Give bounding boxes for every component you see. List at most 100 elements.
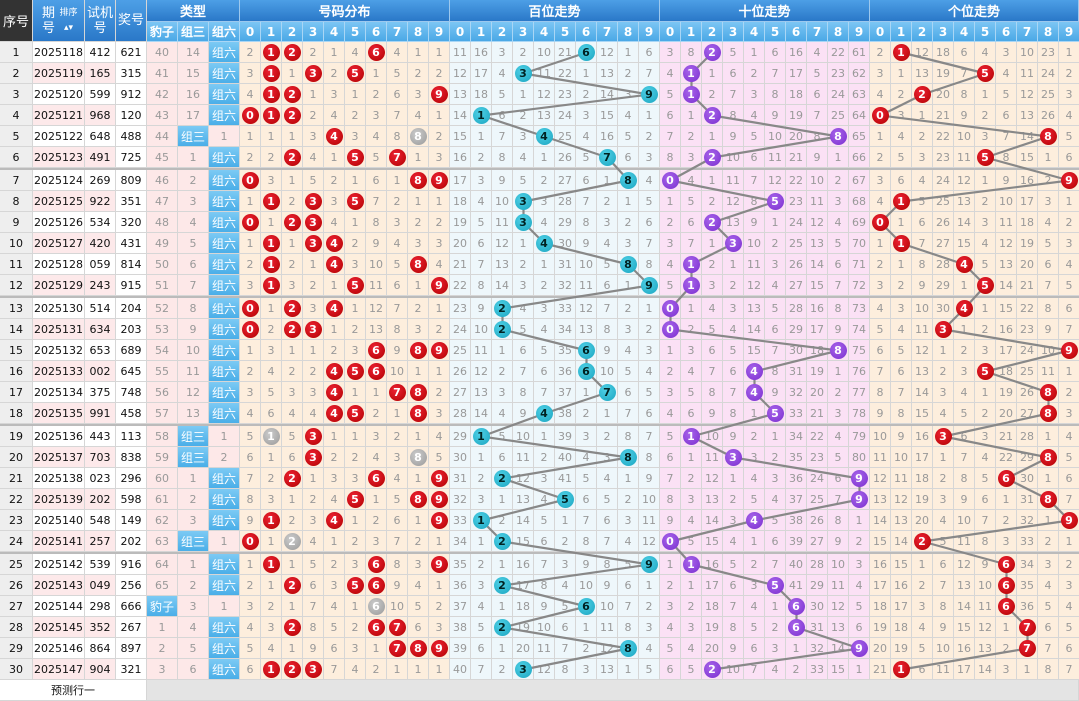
row-issue: 2025132 <box>33 340 85 361</box>
shi-cell: 2 <box>828 170 849 191</box>
shi-cell: 76 <box>849 361 870 382</box>
bai-cell: 1 <box>492 340 513 361</box>
bai-cell: 2 <box>597 191 618 212</box>
shi-cell: 5 <box>723 42 744 63</box>
bai-hit-ball: 9 <box>640 276 658 294</box>
ge-cell: 9 <box>954 105 975 126</box>
bai-cell: 4 <box>639 170 660 191</box>
shi-hit-ball: 9 <box>850 490 868 508</box>
dist-hit-ball: 1 <box>262 276 280 294</box>
bai-cell: 1 <box>639 575 660 596</box>
ge-cell: 32 <box>1017 510 1038 531</box>
row-trial: 539 <box>85 554 116 575</box>
shi-cell: 8 <box>723 105 744 126</box>
header-bai: 百位走势 <box>450 0 660 22</box>
bai-cell: 3 <box>513 191 534 212</box>
dist-hit-ball: 2 <box>283 618 301 636</box>
shi-cell: 75 <box>849 340 870 361</box>
shi-cell: 4 <box>660 63 681 84</box>
bai-cell: 8 <box>618 170 639 191</box>
shi-hit-ball: 2 <box>703 148 721 166</box>
dist-hit-ball: 2 <box>283 213 301 231</box>
shi-cell: 2 <box>702 254 723 275</box>
prediction-row-label[interactable]: 预测行一 <box>0 680 147 701</box>
row-type-hit: 组六 <box>209 275 240 296</box>
row-type-hit: 组六 <box>209 233 240 254</box>
ge-cell: 8 <box>1038 659 1059 680</box>
ge-hit-ball: 2 <box>913 85 931 103</box>
dist-cell: 5 <box>345 191 366 212</box>
shi-cell: 26 <box>807 510 828 531</box>
dist-hit-ball: 8 <box>409 639 427 657</box>
bai-cell: 22 <box>450 275 471 296</box>
shi-cell: 8 <box>828 126 849 147</box>
ge-hit-ball: 5 <box>976 276 994 294</box>
dist-hit-ball: 8 <box>409 127 427 145</box>
shi-hit-ball: 2 <box>703 43 721 61</box>
shi-cell: 9 <box>744 212 765 233</box>
dist-hit-ball: 6 <box>367 469 385 487</box>
bai-cell: 4 <box>555 575 576 596</box>
ge-cell: 2 <box>870 147 891 168</box>
shi-cell: 4 <box>807 42 828 63</box>
bai-cell: 2 <box>492 319 513 340</box>
dist-hit-ball: 2 <box>283 576 301 594</box>
row-trial: 703 <box>85 447 116 468</box>
row-seq: 26 <box>0 575 33 596</box>
ge-hit-ball: 9 <box>1060 511 1078 529</box>
shi-hit-ball: 1 <box>682 255 700 273</box>
shi-cell: 5 <box>744 617 765 638</box>
ge-cell: 1 <box>975 170 996 191</box>
shi-cell: 1 <box>702 170 723 191</box>
dist-cell: 4 <box>366 126 387 147</box>
ge-cell: 3 <box>891 298 912 319</box>
dist-cell: 9 <box>303 638 324 659</box>
dist-cell: 1 <box>240 191 261 212</box>
bai-cell: 1 <box>513 84 534 105</box>
ge-cell: 7 <box>1017 638 1038 659</box>
ge-cell: 2 <box>891 84 912 105</box>
dist-cell: 4 <box>324 126 345 147</box>
header-bai-digit-9: 9 <box>639 22 660 42</box>
shi-cell: 19 <box>807 361 828 382</box>
bai-cell: 4 <box>534 403 555 424</box>
prediction-row-cells[interactable] <box>147 680 1079 701</box>
sort-button[interactable]: 排序 ▴▾ <box>59 6 77 36</box>
shi-cell: 41 <box>786 575 807 596</box>
dist-cell: 3 <box>345 468 366 489</box>
row-issue: 2025144 <box>33 596 85 617</box>
dist-hit-ball: 6 <box>367 43 385 61</box>
ge-cell: 6 <box>912 212 933 233</box>
dist-hit-ball: 9 <box>430 490 448 508</box>
dist-cell: 1 <box>282 340 303 361</box>
row-prize: 838 <box>116 447 147 468</box>
row-type-omission: 64 <box>147 554 178 575</box>
shi-cell: 6 <box>849 617 870 638</box>
header-issue[interactable]: 期号 排序 ▴▾ <box>33 0 85 42</box>
ge-cell: 8 <box>1038 489 1059 510</box>
row-type-omission: 17 <box>178 105 209 126</box>
dist-cell: 2 <box>303 489 324 510</box>
bai-cell: 7 <box>639 63 660 84</box>
bai-cell: 1 <box>639 298 660 319</box>
dist-cell: 2 <box>282 212 303 233</box>
ge-cell: 3 <box>1059 575 1079 596</box>
row-trial: 165 <box>85 63 116 84</box>
ge-hit-ball: 0 <box>871 213 889 231</box>
ge-cell: 19 <box>933 63 954 84</box>
dist-hit-ball: 6 <box>367 597 385 615</box>
bai-cell: 8 <box>471 275 492 296</box>
row-seq: 21 <box>0 468 33 489</box>
dist-cell: 6 <box>366 554 387 575</box>
shi-cell: 10 <box>765 126 786 147</box>
row-type-hit: 组六 <box>209 340 240 361</box>
ge-cell: 16 <box>996 319 1017 340</box>
shi-cell: 33 <box>786 403 807 424</box>
bai-cell: 9 <box>471 298 492 319</box>
bai-cell: 8 <box>513 382 534 403</box>
shi-cell: 2 <box>681 126 702 147</box>
bai-cell: 10 <box>513 426 534 447</box>
ge-hit-ball: 3 <box>934 320 952 338</box>
ge-cell: 11 <box>996 212 1017 233</box>
shi-cell: 1 <box>681 63 702 84</box>
